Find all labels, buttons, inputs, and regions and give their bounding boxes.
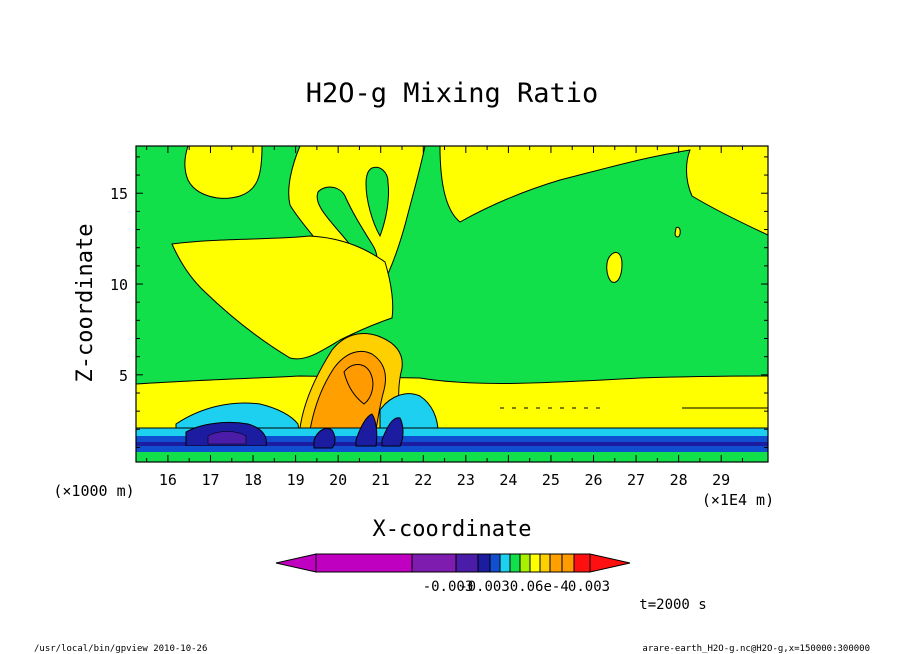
colorbar-segment	[509, 553, 521, 573]
contour-region	[381, 417, 404, 447]
colorbar-segment	[411, 553, 457, 573]
y-tick-label: 10	[110, 276, 128, 294]
footer-right: arare-earth_H2O-g.nc@H2O-g,x=150000:3000…	[642, 644, 870, 654]
contour-band	[136, 442, 768, 446]
contour-region	[439, 146, 768, 236]
x-tick-label: 22	[414, 471, 432, 489]
contour-region	[207, 431, 247, 445]
contour-band	[136, 452, 768, 462]
colorbar-segment	[549, 553, 563, 573]
colorbar-segment	[315, 553, 413, 573]
colorbar-segment	[477, 553, 491, 573]
x-tick-label: 21	[372, 471, 390, 489]
contour-band	[136, 436, 768, 442]
contour-region	[184, 146, 263, 199]
colorbar-segment	[455, 553, 479, 573]
x-tick-label: 16	[159, 471, 177, 489]
plot-area	[136, 146, 768, 462]
x-tick-label: 23	[457, 471, 475, 489]
y-unit-label: (×1000 m)	[53, 482, 134, 500]
x-axis-label: X-coordinate	[373, 517, 532, 542]
x-tick-label: 29	[712, 471, 730, 489]
y-tick-label: 5	[119, 367, 128, 385]
colorbar-segment	[529, 553, 541, 573]
contour-region	[365, 166, 389, 238]
contour-region	[313, 427, 336, 449]
x-tick-label: 25	[542, 471, 560, 489]
y-axis: 5 10 15	[110, 156, 768, 448]
time-annotation: t=2000 s	[639, 597, 706, 613]
colorbar-label-right: 0.003	[568, 579, 610, 595]
contour-band	[136, 446, 768, 452]
colorbar	[275, 553, 631, 573]
contour-region	[171, 235, 394, 360]
colorbar-segment	[499, 553, 511, 573]
x-tick-label: 27	[627, 471, 645, 489]
colorbar-label-left: -0.003	[423, 579, 474, 595]
colorbar-segment	[489, 553, 501, 573]
x-tick-label: 26	[584, 471, 602, 489]
colorbar-extend-right	[589, 553, 631, 573]
contour-region	[606, 251, 623, 283]
colorbar-segment	[519, 553, 531, 573]
colorbar-segment	[561, 553, 575, 573]
colorbar-segment	[573, 553, 591, 573]
chart-title: H2O-g Mixing Ratio	[306, 78, 599, 109]
x-tick-label: 28	[670, 471, 688, 489]
colorbar-label-center: -0.0030.06e-4	[459, 579, 569, 595]
x-unit-label: (×1E4 m)	[702, 491, 774, 509]
x-tick-label: 17	[201, 471, 219, 489]
y-tick-label: 15	[110, 185, 128, 203]
x-tick-label: 20	[329, 471, 347, 489]
colorbar-extend-left	[275, 553, 317, 573]
x-axis: 16 17 18 19 20 21 22 23 24 25 26 27 28 29	[146, 146, 743, 489]
x-tick-label: 19	[287, 471, 305, 489]
x-tick-label: 24	[499, 471, 517, 489]
colorbar-segment	[539, 553, 551, 573]
plot-frame	[135, 145, 769, 463]
contour-region	[343, 364, 374, 405]
contour-region	[674, 226, 681, 238]
x-tick-label: 18	[244, 471, 262, 489]
y-axis-label: Z-coordinate	[73, 224, 98, 383]
footer-left: /usr/local/bin/gpview 2010-10-26	[34, 644, 207, 654]
contour-region	[355, 413, 378, 447]
